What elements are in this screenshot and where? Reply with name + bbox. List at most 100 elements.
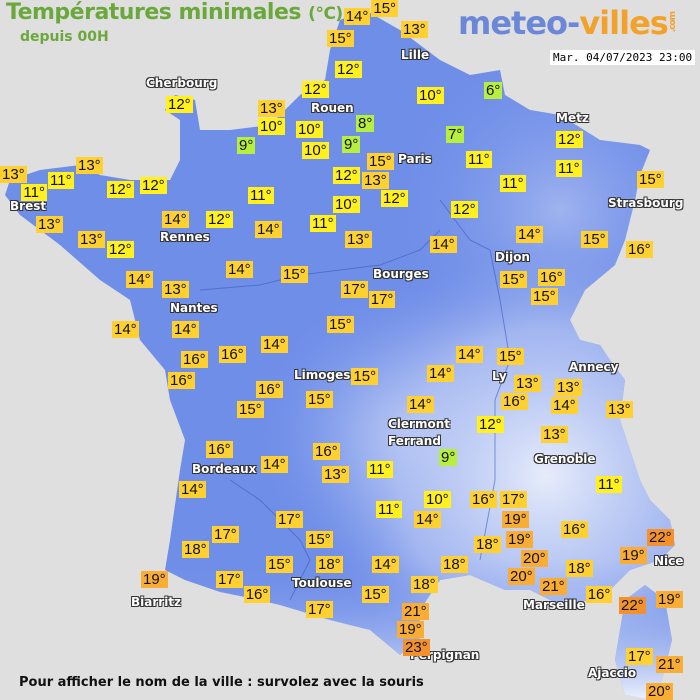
temperature-marker[interactable]: 20° <box>521 550 548 567</box>
temperature-marker[interactable]: 10° <box>258 118 285 135</box>
temperature-marker[interactable]: 13° <box>362 172 389 189</box>
temperature-marker[interactable]: 19° <box>397 621 424 638</box>
temperature-marker[interactable]: 14° <box>112 321 139 338</box>
temperature-marker[interactable]: 15° <box>367 153 394 170</box>
temperature-marker[interactable]: 11° <box>596 476 622 493</box>
temperature-marker[interactable]: 15° <box>306 531 333 548</box>
temperature-marker[interactable]: 10° <box>333 196 360 213</box>
temperature-marker[interactable]: 6° <box>484 82 503 99</box>
temperature-marker[interactable]: 19° <box>141 571 168 588</box>
temperature-marker[interactable]: 19° <box>620 547 647 564</box>
temperature-marker[interactable]: 15° <box>266 556 293 573</box>
temperature-marker[interactable]: 15° <box>237 401 264 418</box>
temperature-marker[interactable]: 13° <box>162 281 189 298</box>
temperature-marker[interactable]: 15° <box>531 288 558 305</box>
temperature-marker[interactable]: 8° <box>356 115 375 132</box>
temperature-marker[interactable]: 12° <box>166 96 193 113</box>
temperature-marker[interactable]: 12° <box>381 190 408 207</box>
temperature-marker[interactable]: 11° <box>556 160 582 177</box>
temperature-marker[interactable]: 17° <box>212 526 239 543</box>
temperature-marker[interactable]: 12° <box>302 81 329 98</box>
temperature-marker[interactable]: 18° <box>316 556 343 573</box>
temperature-marker[interactable]: 16° <box>538 269 565 286</box>
temperature-marker[interactable]: 14° <box>226 261 253 278</box>
temperature-marker[interactable]: 16° <box>561 521 588 538</box>
temperature-marker[interactable]: 16° <box>168 372 195 389</box>
temperature-marker[interactable]: 16° <box>256 381 283 398</box>
temperature-marker[interactable]: 16° <box>243 586 271 603</box>
temperature-marker[interactable]: 11° <box>248 187 274 204</box>
temperature-marker[interactable]: 16° <box>181 351 208 368</box>
temperature-marker[interactable]: 9° <box>342 136 361 153</box>
temperature-marker[interactable]: 17° <box>216 571 243 588</box>
temperature-marker[interactable]: 15° <box>306 391 333 408</box>
temperature-marker[interactable]: 9° <box>439 449 458 466</box>
temperature-marker[interactable]: 15° <box>500 271 527 288</box>
logo[interactable]: meteo-villes.com <box>458 4 678 42</box>
temperature-marker[interactable]: 12° <box>451 201 478 218</box>
temperature-marker[interactable]: 16° <box>585 586 613 603</box>
temperature-marker[interactable]: 23° <box>403 639 430 656</box>
temperature-marker[interactable]: 16° <box>626 241 653 258</box>
temperature-marker[interactable]: 10° <box>424 491 451 508</box>
temperature-marker[interactable]: 18° <box>411 576 438 593</box>
temperature-marker[interactable]: 12° <box>335 61 362 78</box>
temperature-marker[interactable]: 11° <box>21 184 47 201</box>
temperature-marker[interactable]: 14° <box>551 397 578 414</box>
temperature-marker[interactable]: 22° <box>619 597 646 614</box>
temperature-marker[interactable]: 14° <box>255 221 282 238</box>
temperature-marker[interactable]: 10° <box>296 121 323 138</box>
temperature-marker[interactable]: 14° <box>343 8 371 25</box>
temperature-marker[interactable]: 13° <box>76 157 103 174</box>
temperature-marker[interactable]: 18° <box>474 536 501 553</box>
temperature-marker[interactable]: 11° <box>48 172 74 189</box>
temperature-marker[interactable]: 11° <box>466 151 492 168</box>
temperature-marker[interactable]: 15° <box>281 266 308 283</box>
temperature-marker[interactable]: 21° <box>402 603 429 620</box>
temperature-marker[interactable]: 15° <box>362 586 389 603</box>
temperature-marker[interactable]: 20° <box>646 683 673 700</box>
temperature-marker[interactable]: 13° <box>258 100 285 117</box>
temperature-marker[interactable]: 17° <box>341 281 368 298</box>
temperature-marker[interactable]: 7° <box>446 126 465 143</box>
temperature-marker[interactable]: 13° <box>36 216 63 233</box>
temperature-marker[interactable]: 19° <box>502 511 529 528</box>
temperature-marker[interactable]: 15° <box>497 348 524 365</box>
temperature-marker[interactable]: 14° <box>516 226 543 243</box>
temperature-marker[interactable]: 22° <box>647 529 674 546</box>
temperature-marker[interactable]: 14° <box>407 396 434 413</box>
temperature-marker[interactable]: 9° <box>237 137 256 154</box>
temperature-marker[interactable]: 16° <box>470 491 497 508</box>
temperature-marker[interactable]: 14° <box>162 211 189 228</box>
temperature-marker[interactable]: 13° <box>541 426 568 443</box>
temperature-marker[interactable]: 17° <box>306 601 333 618</box>
temperature-marker[interactable]: 14° <box>427 365 454 382</box>
temperature-marker[interactable]: 16° <box>219 346 246 363</box>
temperature-marker[interactable]: 21° <box>656 656 683 673</box>
temperature-marker[interactable]: 17° <box>368 291 396 308</box>
temperature-marker[interactable]: 21° <box>540 578 567 595</box>
temperature-marker[interactable]: 15° <box>327 316 354 333</box>
temperature-marker[interactable]: 15° <box>637 171 664 188</box>
temperature-marker[interactable]: 11° <box>367 461 393 478</box>
temperature-marker[interactable]: 13° <box>555 379 582 396</box>
temperature-marker[interactable]: 18° <box>566 560 593 577</box>
temperature-marker[interactable]: 14° <box>456 346 483 363</box>
temperature-marker[interactable]: 18° <box>441 556 468 573</box>
temperature-marker[interactable]: 12° <box>477 416 504 433</box>
temperature-marker[interactable]: 13° <box>345 231 372 248</box>
temperature-marker[interactable]: 10° <box>302 142 329 159</box>
temperature-marker[interactable]: 18° <box>182 541 209 558</box>
temperature-marker[interactable]: 16° <box>501 393 528 410</box>
temperature-marker[interactable]: 11° <box>310 215 336 232</box>
temperature-marker[interactable]: 14° <box>261 336 288 353</box>
temperature-marker[interactable]: 12° <box>556 131 583 148</box>
temperature-marker[interactable]: 13° <box>401 21 428 38</box>
temperature-marker[interactable]: 20° <box>508 568 535 585</box>
temperature-marker[interactable]: 15° <box>327 30 354 47</box>
temperature-marker[interactable]: 14° <box>172 321 199 338</box>
temperature-marker[interactable]: 14° <box>179 481 206 498</box>
temperature-marker[interactable]: 14° <box>430 236 457 253</box>
temperature-marker[interactable]: 15° <box>371 0 399 17</box>
temperature-marker[interactable]: 14° <box>414 511 441 528</box>
